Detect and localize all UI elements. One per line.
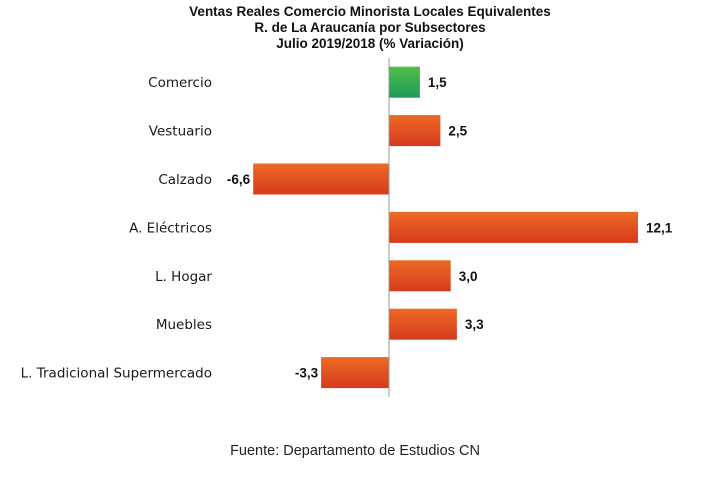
chart-title-line-3: Julio 2019/2018 (% Variación) [276, 36, 464, 51]
value-label-3: 12,1 [646, 220, 673, 235]
bar-4 [389, 260, 451, 292]
category-label-4: L. Hogar [155, 269, 212, 285]
category-label-6: L. Tradicional Supermercado [21, 366, 212, 382]
value-label-6: -3,3 [295, 366, 319, 381]
bar-2 [253, 163, 389, 195]
value-label-0: 1,5 [428, 75, 447, 90]
chart-title: Ventas Reales Comercio Minorista Locales… [0, 4, 710, 52]
bar-0 [389, 66, 420, 98]
bar-3 [389, 211, 638, 243]
value-label-5: 3,3 [465, 317, 484, 332]
value-label-4: 3,0 [459, 269, 478, 284]
category-label-0: Comercio [148, 75, 212, 91]
bar-1 [389, 115, 441, 147]
category-label-2: Calzado [158, 172, 212, 188]
chart-title-line-2: R. de La Araucanía por Subsectores [254, 20, 486, 35]
chart-title-line-1: Ventas Reales Comercio Minorista Locales… [189, 4, 551, 19]
value-label-1: 2,5 [448, 124, 467, 139]
category-label-5: Muebles [156, 317, 212, 333]
bar-5 [389, 308, 457, 340]
category-label-1: Vestuario [149, 124, 212, 140]
value-label-2: -6,6 [227, 172, 251, 187]
bar-6 [321, 357, 389, 389]
source-note: Fuente: Departamento de Estudios CN [230, 443, 480, 459]
category-label-3: A. Eléctricos [129, 220, 212, 236]
